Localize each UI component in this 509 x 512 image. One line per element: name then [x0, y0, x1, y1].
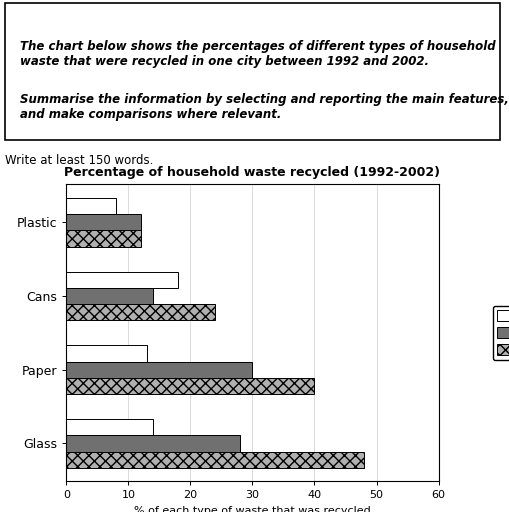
X-axis label: % of each type of waste that was recycled: % of each type of waste that was recycle… [134, 506, 370, 512]
Text: The chart below shows the percentages of different types of household
waste that: The chart below shows the percentages of… [20, 40, 495, 68]
Text: Summarise the information by selecting and reporting the main features,
and make: Summarise the information by selecting a… [20, 93, 508, 121]
Bar [66, 419, 153, 435]
Bar [66, 304, 215, 321]
Bar [66, 345, 147, 361]
Bar [66, 214, 140, 230]
Bar [66, 435, 240, 452]
Bar [66, 361, 252, 378]
Bar [66, 452, 363, 468]
Legend: 1992, 1997, 2002: 1992, 1997, 2002 [492, 306, 509, 360]
Bar [66, 271, 178, 288]
Bar [66, 378, 314, 394]
Bar [66, 198, 116, 214]
Title: Percentage of household waste recycled (1992-2002): Percentage of household waste recycled (… [64, 166, 440, 179]
FancyBboxPatch shape [5, 3, 499, 140]
Text: Write at least 150 words.: Write at least 150 words. [5, 154, 153, 166]
Bar [66, 288, 153, 304]
Bar [66, 230, 140, 246]
